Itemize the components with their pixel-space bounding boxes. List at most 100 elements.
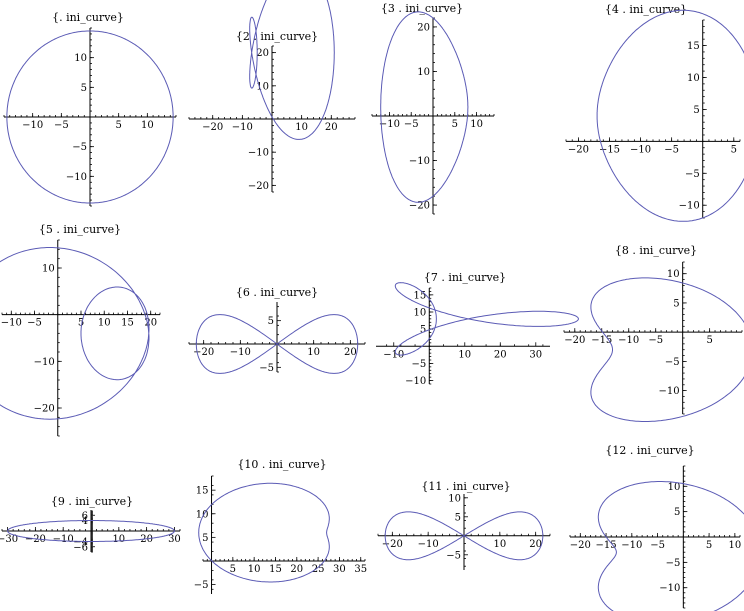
x-tick-label: 10 — [307, 347, 320, 358]
x-tick-label: 20 — [144, 318, 157, 329]
chart-title: {4 . ini_curve} — [605, 3, 687, 16]
curve-series — [394, 282, 579, 356]
x-tick-label: 10 — [470, 119, 483, 130]
chart-panel-9: {9 . ini_curve} −30 −20 −10 10 20 30 −6−4 46 — [0, 495, 181, 553]
y-tick-label: 5 — [81, 83, 87, 94]
y-tick-label: 20 — [417, 22, 430, 33]
y-tick-label: 10 — [448, 493, 461, 504]
y-tick-label: 5 — [420, 325, 426, 336]
x-tick-label: 5 — [78, 318, 84, 329]
y-tick-label: 10 — [687, 73, 700, 84]
x-tick-label: 10 — [98, 318, 111, 329]
curve-series — [597, 481, 744, 611]
y-tick-label: −5 — [685, 169, 700, 180]
curve-series — [249, 0, 335, 140]
x-tick-label: −10 — [53, 534, 74, 545]
chart-title: {3 . ini_curve} — [381, 2, 463, 15]
curve-series — [7, 520, 175, 542]
x-tick-label: −20 — [568, 144, 589, 155]
y-tick-label: 15 — [687, 41, 700, 52]
chart-title: {6 . ini_curve} — [236, 286, 318, 299]
y-tick-label: −10 — [34, 357, 55, 368]
chart-panel-3: {3 . ini_curve} −10 −5 5 10 −20 −10 10 20 — [371, 2, 495, 215]
x-tick-label: −10 — [418, 539, 439, 550]
x-tick-label: 15 — [121, 318, 134, 329]
x-tick-label: 5 — [706, 335, 712, 346]
x-tick-label: −10 — [630, 144, 651, 155]
y-tick-label: −20 — [34, 404, 55, 415]
y-tick-label: −5 — [412, 359, 427, 370]
x-tick-label: 5 — [115, 120, 121, 131]
y-tick-label: 15 — [414, 290, 427, 301]
curve-series — [384, 511, 544, 561]
x-tick-label: −20 — [564, 335, 585, 346]
x-tick-label: 10 — [458, 349, 471, 360]
x-tick-label: −5 — [27, 318, 42, 329]
y-tick-label: −10 — [66, 172, 87, 183]
curve-series — [195, 314, 359, 374]
x-tick-label: −10 — [383, 349, 404, 360]
x-tick-label: −15 — [596, 540, 617, 551]
chart-panel-4: {4 . ini_curve} −20 −15 −10 −5 5 −10 −5 5 10 15 — [565, 3, 744, 222]
curve-series — [198, 482, 330, 583]
y-tick-label: 10 — [42, 264, 55, 275]
chart-panel-5: {5 . ini_curve} −10 −5 5 10 15 20 −20 −10 10 — [0, 223, 161, 437]
y-tick-label: 10 — [256, 81, 269, 92]
x-tick-label: 10 — [141, 120, 154, 131]
chart-panel-7: {7 . ini_curve} −10 10 20 30 −10 −5 5 10 15 — [376, 271, 579, 387]
curve-series — [380, 11, 469, 203]
x-tick-label: −20 — [25, 534, 46, 545]
chart-title: {2 . ini_curve} — [236, 30, 318, 43]
y-tick-label: −10 — [405, 376, 426, 387]
y-tick-label: 10 — [74, 53, 87, 64]
y-tick-label: 6 — [82, 511, 88, 522]
y-tick-label: −6 — [73, 542, 88, 553]
curve-series — [6, 30, 174, 204]
y-tick-label: 5 — [674, 507, 680, 518]
x-tick-label: 10 — [493, 539, 506, 550]
y-tick-label: 15 — [196, 486, 209, 497]
x-tick-label: −30 — [0, 534, 18, 545]
chart-title: {11 . ini_curve} — [421, 480, 510, 493]
y-tick-label: −5 — [259, 363, 274, 374]
x-tick-label: 15 — [269, 564, 282, 575]
chart-title: {12 . ini_curve} — [605, 444, 694, 457]
x-tick-label: 10 — [728, 540, 741, 551]
x-tick-label: 20 — [140, 534, 153, 545]
x-tick-label: 5 — [706, 540, 712, 551]
chart-panel-1: {. ini_curve} −10 −5 5 10 −10 −5 5 10 — [3, 11, 177, 207]
y-tick-label: 10 — [196, 509, 209, 520]
x-tick-label: −10 — [621, 540, 642, 551]
y-tick-label: −10 — [679, 201, 700, 212]
chart-title: {8 . ini_curve} — [615, 244, 697, 257]
chart-panel-11: {11 . ini_curve} −20 −10 10 20 −5 5 10 — [377, 480, 551, 570]
x-tick-label: 30 — [529, 349, 542, 360]
curve-series — [590, 277, 744, 422]
x-tick-label: −5 — [650, 540, 665, 551]
x-tick-label: 20 — [290, 564, 303, 575]
x-tick-label: 30 — [333, 564, 346, 575]
y-tick-label: 10 — [667, 269, 680, 280]
x-tick-label: −5 — [648, 335, 663, 346]
x-tick-label: 5 — [230, 564, 236, 575]
y-tick-label: −20 — [248, 181, 269, 192]
x-tick-label: −10 — [22, 120, 43, 131]
chart-title: {. ini_curve} — [52, 11, 124, 24]
y-tick-label: −4 — [73, 537, 88, 548]
y-tick-label: −5 — [665, 357, 680, 368]
x-tick-label: −10 — [232, 122, 253, 133]
x-tick-label: 10 — [295, 122, 308, 133]
y-tick-label: 10 — [417, 67, 430, 78]
chart-title: {9 . ini_curve} — [51, 495, 133, 508]
x-tick-label: −10 — [230, 347, 251, 358]
x-tick-label: 20 — [494, 349, 507, 360]
curve-series — [596, 9, 744, 222]
y-tick-label: 4 — [82, 516, 88, 527]
x-tick-label: −10 — [379, 119, 400, 130]
y-tick-label: 10 — [668, 482, 681, 493]
y-tick-label: −5 — [194, 580, 209, 591]
x-tick-label: 20 — [325, 122, 338, 133]
y-tick-label: 5 — [268, 316, 274, 327]
chart-title: {10 . ini_curve} — [237, 458, 326, 471]
